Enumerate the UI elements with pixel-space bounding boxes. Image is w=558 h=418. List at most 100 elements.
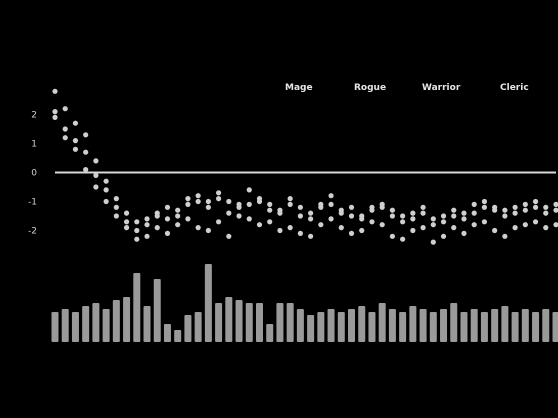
data-point: [532, 204, 539, 210]
bar: [194, 312, 202, 342]
data-point: [83, 167, 89, 173]
data-point: [113, 196, 119, 202]
data-point: [389, 233, 396, 239]
data-point: [236, 213, 242, 219]
bar: [82, 306, 90, 342]
data-point: [277, 227, 283, 234]
bar: [532, 312, 540, 342]
data-point: [267, 207, 273, 213]
data-point: [144, 233, 150, 239]
bar: [429, 312, 437, 342]
data-point: [430, 216, 436, 222]
data-point: [123, 225, 130, 231]
data-point: [134, 236, 140, 242]
data-point: [256, 198, 263, 205]
data-point: [144, 216, 150, 222]
data-point: [205, 198, 211, 205]
bar: [358, 306, 366, 342]
bar: [204, 264, 212, 342]
legend-label: Cleric: [500, 83, 529, 93]
bar: [92, 303, 100, 342]
bar: [460, 312, 468, 342]
data-point: [195, 198, 201, 205]
y-tick-label: 2: [31, 111, 37, 121]
data-point: [389, 207, 396, 213]
bar: [470, 309, 478, 342]
bar-series: [51, 264, 558, 342]
bar: [521, 309, 529, 342]
data-point: [62, 126, 68, 132]
bar: [112, 300, 120, 342]
bar: [348, 309, 356, 342]
data-point: [226, 233, 232, 239]
data-point: [93, 172, 99, 178]
data-point: [103, 187, 109, 193]
data-point: [348, 213, 355, 219]
bar: [419, 309, 427, 342]
legend-label: Warrior: [422, 83, 461, 93]
data-point: [440, 213, 447, 219]
bar: [184, 315, 192, 342]
data-point: [512, 225, 518, 231]
data-point: [359, 227, 365, 234]
data-point: [287, 201, 293, 207]
data-point: [532, 198, 539, 205]
data-point: [308, 210, 314, 216]
data-point: [338, 225, 344, 231]
data-point: [308, 233, 314, 239]
data-point: [185, 196, 191, 202]
data-point: [348, 204, 355, 210]
data-point: [83, 132, 89, 138]
data-point: [522, 222, 528, 228]
bar: [337, 312, 345, 342]
bar: [440, 309, 448, 342]
data-point: [175, 213, 181, 219]
data-point: [461, 216, 467, 222]
data-point: [297, 204, 303, 210]
data-point: [277, 207, 283, 213]
data-point: [471, 222, 477, 228]
bar: [307, 315, 315, 342]
data-point: [492, 227, 498, 234]
data-point: [52, 88, 58, 94]
data-point: [62, 106, 68, 112]
data-point: [134, 219, 140, 225]
data-point: [379, 201, 385, 207]
data-point: [471, 201, 477, 207]
data-point: [215, 190, 222, 196]
data-point: [410, 210, 416, 216]
data-point: [481, 204, 488, 210]
data-point: [205, 227, 211, 234]
data-point: [400, 236, 406, 242]
data-point: [502, 207, 508, 213]
data-point: [175, 207, 181, 213]
data-point: [215, 219, 222, 225]
bar: [51, 312, 59, 342]
data-point: [308, 216, 314, 222]
data-point: [502, 213, 508, 219]
bar: [378, 303, 386, 342]
y-tick-label: -2: [28, 227, 37, 237]
data-point: [164, 230, 171, 236]
data-point: [246, 187, 252, 193]
data-point: [451, 213, 457, 219]
bar: [327, 309, 335, 342]
bar: [235, 300, 243, 342]
data-point: [164, 216, 171, 222]
bar: [296, 309, 304, 342]
data-point: [532, 219, 539, 225]
data-point: [440, 219, 447, 225]
data-point: [144, 222, 150, 228]
bar: [399, 312, 407, 342]
data-point: [430, 222, 436, 228]
bar: [266, 324, 274, 342]
data-point: [400, 219, 406, 225]
bar: [245, 303, 253, 342]
bar: [61, 309, 69, 342]
data-point: [287, 196, 293, 202]
bar: [388, 309, 396, 342]
data-point: [134, 227, 140, 234]
bar: [123, 297, 131, 342]
data-point: [502, 233, 508, 239]
data-point: [256, 222, 263, 228]
